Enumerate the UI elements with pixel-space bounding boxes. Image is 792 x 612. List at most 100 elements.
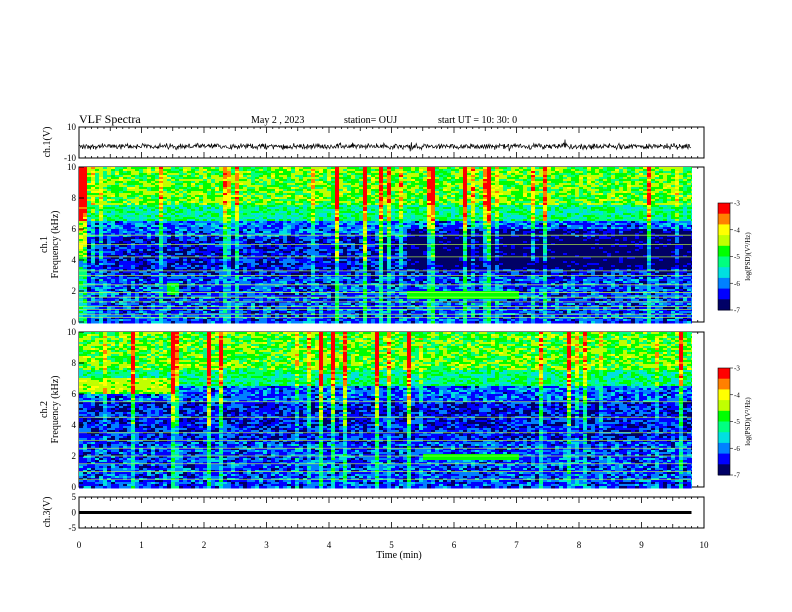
spectrogram-cell: [603, 207, 608, 210]
spectrogram-cell: [95, 177, 100, 180]
spectrogram-cell: [115, 205, 120, 208]
spectrogram-cell: [327, 171, 332, 174]
spectrogram-cell: [499, 167, 504, 170]
spectrogram-cell: [503, 193, 508, 196]
spectrogram-cell: [483, 183, 488, 186]
spectrogram-cell: [259, 207, 264, 210]
spectrogram-cell: [399, 219, 404, 222]
spectrogram-cell: [207, 201, 212, 204]
spectrogram-cell: [175, 221, 180, 224]
spectrogram-cell: [623, 181, 628, 184]
spectrogram-cell: [107, 217, 112, 220]
spectrogram-cell: [619, 203, 624, 206]
spectrogram-cell: [251, 221, 256, 224]
spectrogram-cell: [95, 185, 100, 188]
spectrogram-cell: [271, 219, 276, 222]
spectrogram-cell: [199, 171, 204, 174]
spectrogram-cell: [659, 195, 664, 198]
spectrogram-cell: [135, 201, 140, 204]
spectrogram-cell: [531, 207, 536, 210]
spectrogram-cell: [219, 171, 224, 174]
spectrogram-cell: [583, 221, 588, 224]
spectrogram-cell: [135, 213, 140, 216]
spectrogram-cell: [443, 193, 448, 196]
spectrogram-cell: [683, 203, 688, 206]
spectrogram-cell: [299, 181, 304, 184]
spectrogram-cell: [223, 191, 228, 194]
spectrogram-cell: [451, 167, 456, 170]
spectrogram-cell: [407, 175, 412, 178]
spectrogram-cell: [575, 175, 580, 178]
spectrogram-cell: [487, 225, 492, 228]
spectrogram-cell: [371, 215, 376, 218]
spectrogram-cell: [679, 183, 684, 186]
spectrogram-cell: [627, 175, 632, 178]
spectrogram-cell: [151, 211, 156, 214]
spectrogram-cell: [611, 193, 616, 196]
spectrogram-cell: [459, 167, 464, 170]
spectrogram-cell: [343, 209, 348, 212]
spectrogram-cell: [279, 207, 284, 210]
spectrogram-cell: [91, 183, 96, 186]
spectrogram-cell: [479, 203, 484, 206]
spectrogram-cell: [287, 171, 292, 174]
spectrogram-cell: [427, 185, 432, 188]
spectrogram-cell: [199, 201, 204, 204]
spectrogram-cell: [643, 191, 648, 194]
spectrogram-cell: [511, 169, 516, 172]
spectrogram-cell: [431, 177, 436, 180]
spectrogram-cell: [135, 211, 140, 214]
spectrogram-cell: [463, 181, 468, 184]
spectrogram-cell: [307, 167, 312, 170]
spectrogram-cells-spectrogram-ch1: [79, 167, 692, 324]
spectrogram-cell: [359, 191, 364, 194]
spectrogram-cell: [131, 205, 136, 208]
spectrogram-cell: [431, 193, 436, 196]
spectrogram-cell: [483, 167, 488, 170]
spectrogram-cell: [427, 195, 432, 198]
spectrogram-cell: [91, 171, 96, 174]
spectrogram-cell: [151, 209, 156, 212]
spectrogram-cell: [627, 215, 632, 218]
spectrogram-cell: [447, 167, 452, 170]
spectrogram-cell: [639, 207, 644, 210]
spectrogram-cell: [211, 191, 216, 194]
spectrogram-cell: [547, 171, 552, 174]
spectrogram-cell: [659, 181, 664, 184]
spectrogram-cell: [663, 169, 668, 172]
spectrogram-cell: [651, 213, 656, 216]
spectrogram-cell: [339, 217, 344, 220]
spectrogram-cell: [675, 223, 680, 226]
spectrogram-cell: [555, 221, 560, 224]
spectrogram-cell: [111, 187, 116, 190]
spectrogram-cell: [583, 191, 588, 194]
spectrogram-cell: [91, 223, 96, 226]
spectrogram-cell: [559, 187, 564, 190]
spectrogram-cell: [91, 177, 96, 180]
spectrogram-cell: [691, 195, 692, 198]
spectrogram-cell: [623, 203, 628, 206]
spectrogram-cell: [171, 191, 176, 194]
spectrogram-cell: [551, 175, 556, 178]
spectrogram-cell: [151, 189, 156, 192]
spectrogram-cell: [287, 177, 292, 180]
spectrogram-cell: [379, 177, 384, 180]
spectrogram-cell: [563, 171, 568, 174]
spectrogram-cell: [323, 219, 328, 222]
spectrogram-cell: [83, 177, 88, 180]
spectrogram-cell: [123, 199, 128, 202]
spectrogram-cell: [459, 185, 464, 188]
spectrogram-cell: [127, 195, 132, 198]
spectrogram-cell: [139, 191, 144, 194]
spectrogram-cell: [439, 189, 444, 192]
spectrogram-cell: [391, 191, 396, 194]
spectrogram-cell: [239, 219, 244, 222]
spectrogram-cell: [331, 181, 336, 184]
spectrogram-cell: [255, 221, 260, 224]
spectrogram-cell: [631, 203, 636, 206]
spectrogram-cell: [359, 207, 364, 210]
spectrogram-cell: [587, 171, 592, 174]
spectrogram-cell: [139, 205, 144, 208]
spectrogram-cell: [383, 173, 388, 176]
spectrogram-cell: [587, 181, 592, 184]
